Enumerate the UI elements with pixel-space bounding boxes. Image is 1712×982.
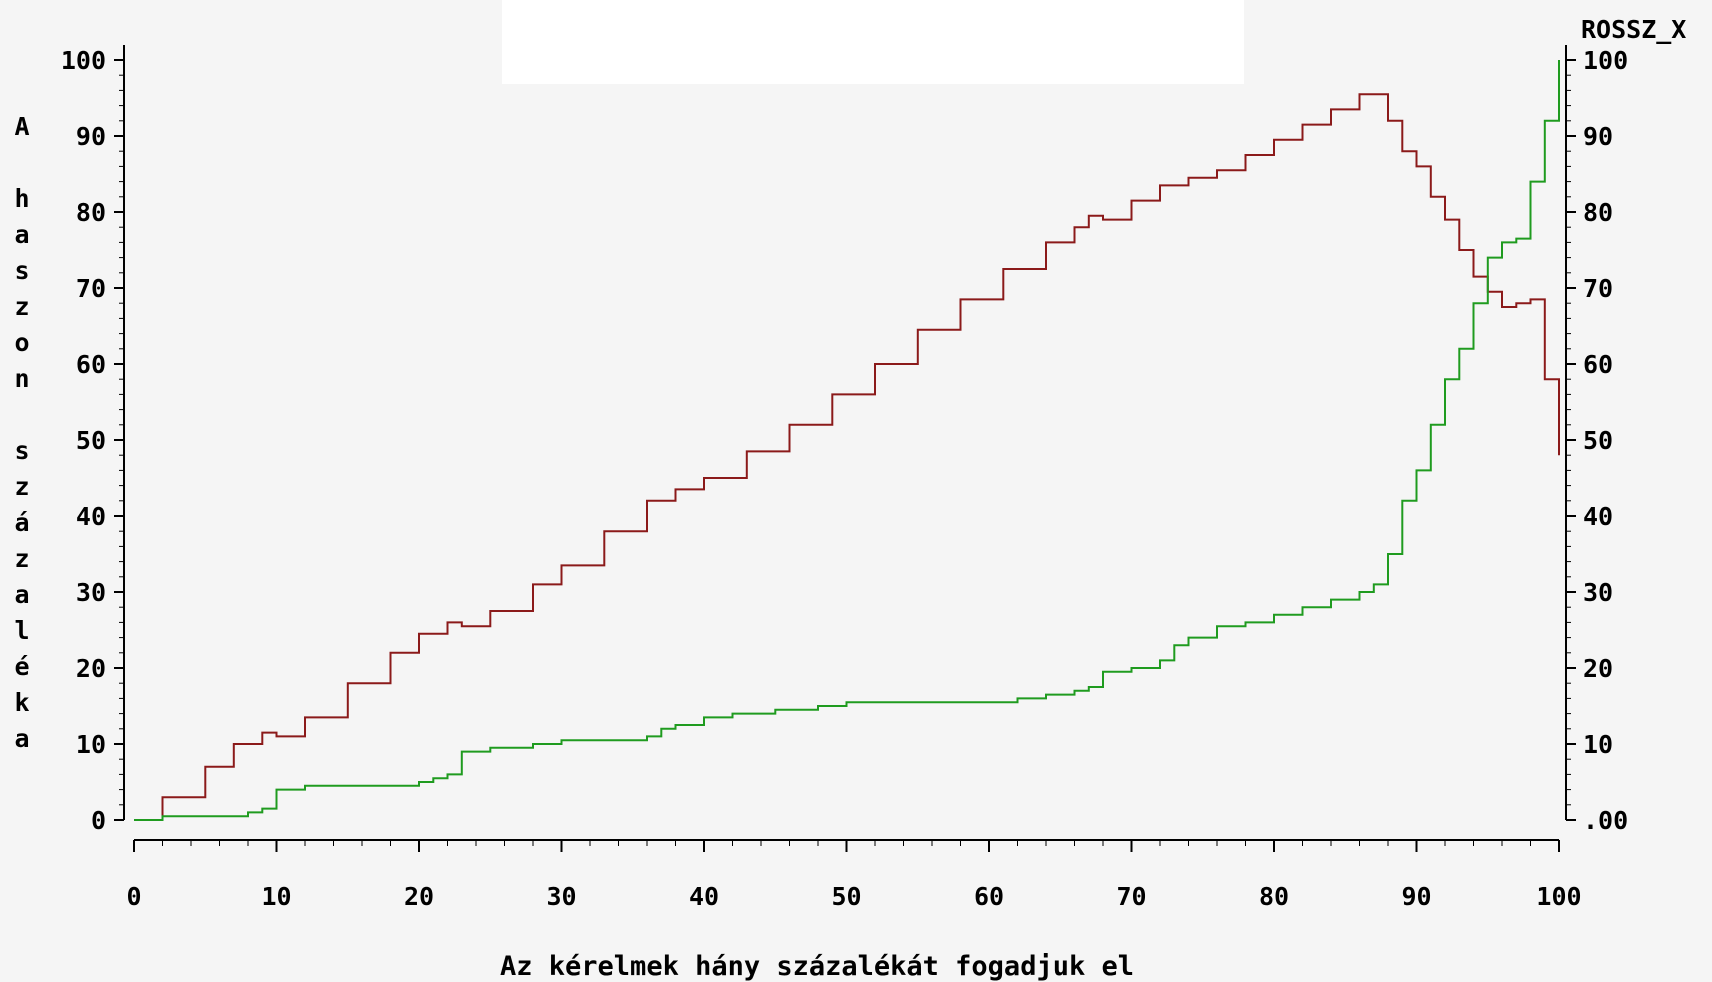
y-axis-title-char: s <box>14 436 29 465</box>
left-tick-label: 70 <box>76 274 106 303</box>
y-axis-title-char: z <box>14 544 29 573</box>
x-tick-label: 60 <box>974 882 1004 911</box>
right-tick-label: 40 <box>1583 502 1613 531</box>
y-axis-title-char: n <box>14 364 29 393</box>
x-tick-label: 50 <box>831 882 861 911</box>
right-tick-label: 90 <box>1583 122 1613 151</box>
y-axis-title-char: h <box>14 184 29 213</box>
series-line-1 <box>134 93 1560 821</box>
right-tick-label: 30 <box>1583 578 1613 607</box>
left-tick-label: 0 <box>91 806 106 835</box>
y-axis-title-char: z <box>14 472 29 501</box>
right-tick-label: 10 <box>1583 730 1613 759</box>
y-axis-title-char: A <box>14 112 29 141</box>
left-tick-label: 20 <box>76 654 106 683</box>
y-axis-title-char: a <box>14 724 29 753</box>
y-axis-title-char: o <box>14 328 29 357</box>
left-tick-label: 10 <box>76 730 106 759</box>
x-tick-label: 80 <box>1259 882 1289 911</box>
left-tick-label: 80 <box>76 198 106 227</box>
left-tick-label: 90 <box>76 122 106 151</box>
x-tick-label: 20 <box>404 882 434 911</box>
y-axis-title-char: k <box>14 688 29 717</box>
right-tick-label: 80 <box>1583 198 1613 227</box>
series-line-2 <box>134 60 1560 821</box>
y-axis-title-char: a <box>14 220 29 249</box>
left-tick-label: 40 <box>76 502 106 531</box>
y-axis-title-char: l <box>14 616 29 645</box>
labels: ROSSZ_X Az kérelmek hány százalékát foga… <box>14 15 1686 982</box>
x-axis-title: Az kérelmek hány százalékát fogadjuk el <box>500 951 1134 982</box>
right-axis-label: ROSSZ_X <box>1581 15 1686 44</box>
left-tick-label: 30 <box>76 578 106 607</box>
x-tick-label: 40 <box>689 882 719 911</box>
left-tick-label: 100 <box>61 46 106 75</box>
right-tick-label: 20 <box>1583 654 1613 683</box>
x-tick-label: 90 <box>1401 882 1431 911</box>
title-panel <box>502 0 1244 84</box>
right-tick-label: .00 <box>1583 806 1628 835</box>
y-axis-title-char: a <box>14 580 29 609</box>
axes: 0102030405060708090100.00102030405060708… <box>61 45 1628 911</box>
x-tick-label: 30 <box>546 882 576 911</box>
x-tick-label: 10 <box>261 882 291 911</box>
series-layer <box>134 60 1560 821</box>
right-tick-label: 60 <box>1583 350 1613 379</box>
y-axis-title-char: s <box>14 256 29 285</box>
y-axis-title-char: é <box>14 652 29 681</box>
x-tick-label: 100 <box>1536 882 1581 911</box>
right-tick-label: 100 <box>1583 46 1628 75</box>
right-tick-label: 70 <box>1583 274 1613 303</box>
x-tick-label: 0 <box>126 882 141 911</box>
left-tick-label: 50 <box>76 426 106 455</box>
y-axis-title-char: z <box>14 292 29 321</box>
right-tick-label: 50 <box>1583 426 1613 455</box>
y-axis-title-char: á <box>14 508 29 537</box>
x-tick-label: 70 <box>1116 882 1146 911</box>
left-tick-label: 60 <box>76 350 106 379</box>
